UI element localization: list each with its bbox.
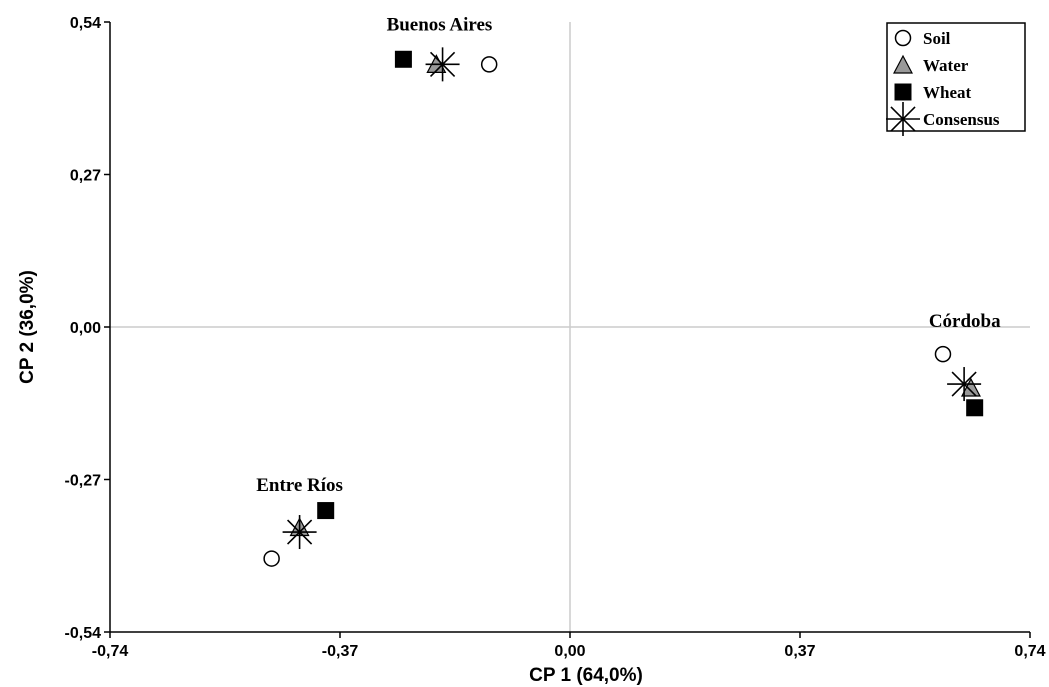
legend-soil-marker: [894, 29, 912, 47]
zero-reference-lines: [110, 22, 1030, 632]
legend-consensus-label: Consensus: [923, 110, 1000, 129]
x-tick-label: 0,37: [784, 643, 815, 660]
wheat-point-1: [394, 50, 412, 68]
legend: Soil Water Wheat Consensus: [886, 22, 1026, 136]
data-points: [263, 47, 984, 567]
asterisk-stroke: [287, 519, 313, 545]
group-annotations: Buenos Aires Córdoba Entre Ríos: [256, 14, 1001, 495]
wheat-point-3: [317, 502, 335, 520]
legend-water-marker: [893, 54, 913, 74]
legend-water-label: Water: [923, 56, 969, 75]
asterisk-stroke: [890, 106, 916, 132]
y-tick-label: 0,00: [70, 320, 101, 337]
consensus-point-1: [425, 47, 460, 82]
x-tick-label: 0,74: [1014, 643, 1045, 660]
y-tick-label: 0,54: [70, 15, 101, 32]
legend-wheat-marker: [894, 83, 912, 101]
group-label-buenos-aires: Buenos Aires: [387, 14, 493, 35]
legend-soil-label: Soil: [923, 29, 951, 48]
y-tick-label: -0,27: [65, 473, 102, 490]
soil-point-1: [480, 56, 498, 73]
soil-point-3: [263, 550, 280, 567]
group-label-entre-r-os: Entre Ríos: [256, 475, 343, 496]
asterisk-stroke: [429, 51, 456, 77]
y-tick-label: 0,27: [70, 168, 101, 185]
x-tick-label: -0,74: [92, 643, 129, 660]
y-tick-label: -0,54: [65, 625, 102, 642]
legend-wheat-label: Wheat: [923, 83, 972, 102]
consensus-point-3: [282, 515, 317, 550]
soil-point-2: [934, 345, 952, 363]
group-label-c-rdoba: Córdoba: [929, 311, 1001, 332]
asterisk-stroke: [951, 371, 977, 397]
legend-consensus-marker: [886, 102, 920, 136]
wheat-point-2: [966, 399, 984, 417]
x-tick-label: -0,37: [322, 643, 359, 660]
x-tick-label: 0,00: [554, 643, 585, 660]
y-axis-title: CP 2 (36,0%): [17, 270, 38, 384]
y-axis-ticks: 0,54 0,27 0,00 -0,27 -0,54: [65, 15, 110, 642]
x-axis-ticks: -0,74 -0,37 0,00 0,37 0,74: [92, 632, 1046, 660]
consensus-point-2: [947, 367, 982, 402]
x-axis-title: CP 1 (64,0%): [529, 665, 643, 686]
